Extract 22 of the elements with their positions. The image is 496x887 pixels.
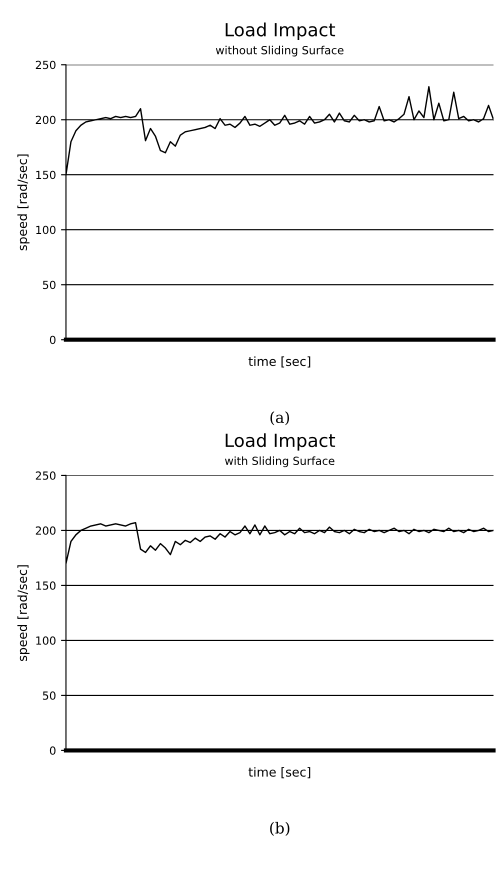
- y-tick-label: 50: [42, 280, 56, 290]
- y-tick-label: 150: [36, 581, 56, 590]
- y-tick-label: 0: [50, 746, 56, 755]
- y-tick-label: 200: [36, 526, 56, 535]
- y-tick-label: 250: [36, 60, 56, 70]
- y-tick-label: 150: [36, 170, 56, 180]
- chart-title: Load Impact: [226, 433, 336, 451]
- y-tick-label: 50: [42, 691, 56, 700]
- chart-subtitle: with Sliding Surface: [224, 456, 334, 468]
- x-axis-title: time [sec]: [248, 767, 310, 778]
- y-tick-label: 100: [36, 636, 56, 645]
- x-axis-title: time [sec]: [248, 356, 310, 368]
- chart-title: Load Impact: [226, 22, 336, 40]
- y-axis-title: speed [rad/sec]: [17, 565, 30, 661]
- text: (a): [270, 411, 290, 426]
- text: (b): [270, 822, 290, 836]
- y-tick-label: 250: [36, 471, 56, 480]
- y-axis-title: speed [rad/sec]: [17, 154, 30, 250]
- y-tick-label: 200: [36, 116, 56, 124]
- y-tick-label: 100: [36, 226, 56, 234]
- chart-subtitle: without Sliding Surface: [216, 46, 344, 56]
- y-tick-label: 0: [50, 336, 56, 344]
